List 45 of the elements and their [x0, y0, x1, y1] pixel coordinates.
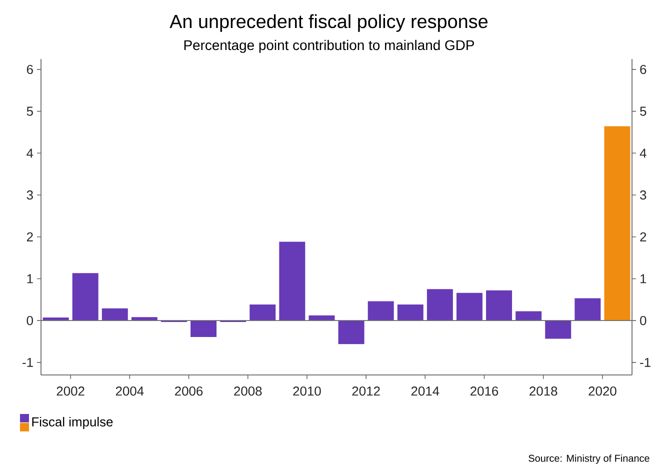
source-note: Source: Ministry of Finance	[528, 454, 650, 464]
x-tick-label: 2006	[175, 386, 203, 396]
bar	[604, 126, 631, 321]
y-tick-label: 1	[27, 274, 33, 284]
bar	[249, 304, 276, 321]
x-tick-label: 2018	[530, 386, 558, 396]
x-tick-label: 2012	[352, 386, 380, 396]
bar	[456, 292, 484, 321]
bar	[190, 320, 218, 338]
y2-tick-label: -1	[640, 358, 650, 367]
x-tick-label: 2020	[588, 386, 616, 396]
bar	[574, 298, 602, 321]
bar	[338, 320, 365, 345]
chart-title: An unprecedent fiscal policy response	[170, 14, 488, 32]
bar	[485, 290, 513, 321]
x-tick-label: 2014	[411, 386, 440, 396]
y-tick-label: 2	[26, 232, 33, 242]
chart-subtitle: Percentage point contribution to mainland GDP	[184, 40, 474, 53]
bar	[426, 288, 454, 321]
bar	[514, 310, 542, 321]
y-tick-label: 5	[26, 106, 33, 116]
x-tick-label: 2002	[56, 386, 84, 396]
y2-tick-label: 6	[640, 64, 646, 74]
y-tick-label: 3	[26, 190, 33, 200]
x-tick-label: 2010	[293, 386, 321, 396]
y2-tick-label: 5	[640, 106, 646, 116]
y2-tick-label: 0	[640, 316, 646, 326]
bar	[101, 308, 128, 321]
bar	[544, 320, 572, 340]
y2-tick-label: 3	[640, 190, 646, 200]
x-tick-label: 2008	[234, 386, 262, 396]
bar	[278, 241, 306, 321]
y2-tick-label: 1	[640, 274, 646, 284]
y-tick-label: 0	[26, 316, 33, 326]
y2-tick-label: 4	[640, 148, 646, 158]
y2-tick-label: 2	[640, 232, 646, 242]
bar	[367, 300, 394, 321]
y-tick-label: 6	[26, 64, 33, 74]
y-tick-label: -1	[22, 358, 33, 367]
bar	[72, 272, 99, 321]
x-tick-label: 2016	[470, 386, 498, 396]
x-tick-label: 2004	[116, 386, 144, 396]
legend-label: Fiscal impulse	[32, 416, 113, 430]
y-tick-label: 4	[26, 148, 34, 158]
bar	[396, 304, 424, 321]
